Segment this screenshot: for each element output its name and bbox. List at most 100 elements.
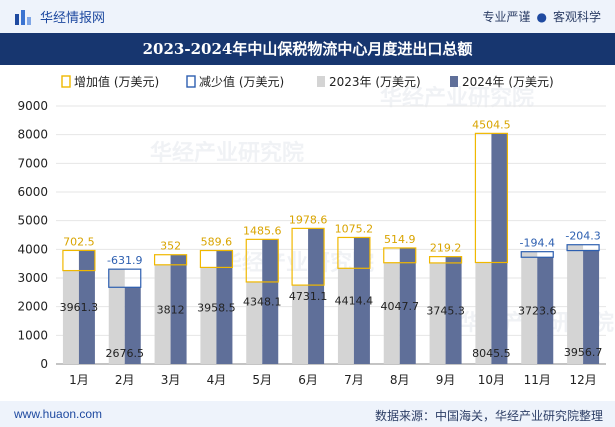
y-tick-label-8000: 8000 xyxy=(17,128,48,142)
delta-label-5: 1485.6 xyxy=(243,224,282,237)
bar-2024-3 xyxy=(170,254,187,364)
delta-label-11: -194.4 xyxy=(520,237,555,250)
increase-box-4 xyxy=(199,249,234,269)
delta-label-12: -204.3 xyxy=(565,230,600,243)
y-tick-label-4000: 4000 xyxy=(17,242,48,256)
bar-2023-8 xyxy=(383,262,400,364)
increase-box-10 xyxy=(474,132,509,264)
legend-swatch-y2023 xyxy=(317,76,325,87)
bar-2024-12 xyxy=(583,250,600,364)
legend-swatch-increase xyxy=(61,75,71,88)
bar-2024-5 xyxy=(262,239,279,364)
increase-box-3 xyxy=(153,254,188,266)
delta-label-10: 4504.5 xyxy=(472,118,511,131)
bar-2024-9 xyxy=(445,256,462,364)
legend-swatch-y2024 xyxy=(450,76,458,87)
value-label-2: 2676.5 xyxy=(106,347,145,360)
chart: 华经产业研究院华经产业研究院华经产业研究院华经产业研究院增加值 (万美元)减少值… xyxy=(17,74,614,387)
value-label-1: 3961.3 xyxy=(60,301,99,314)
bar-2024-8 xyxy=(399,247,416,364)
value-label-9: 3745.3 xyxy=(426,304,465,317)
footer-source: 数据来源：中国海关，华经产业研究院整理 xyxy=(374,409,603,423)
value-label-12: 3956.7 xyxy=(564,346,603,359)
y-tick-label-3000: 3000 xyxy=(17,271,48,285)
increase-box-5 xyxy=(245,238,279,283)
bar-2024-11 xyxy=(537,257,554,364)
increase-box-9 xyxy=(428,256,463,264)
x-tick-label-10: 10月 xyxy=(478,373,505,387)
y-tick-label-0: 0 xyxy=(40,357,48,371)
delta-label-4: 589.6 xyxy=(201,236,233,249)
legend-label-y2023: 2023年 (万美元) xyxy=(329,75,421,89)
footer: www.huaon.com 数据来源：中国海关，华经产业研究院整理 xyxy=(0,401,615,427)
y-tick-label-2000: 2000 xyxy=(17,300,48,314)
delta-label-6: 1978.6 xyxy=(289,213,328,226)
legend-label-decrease: 减少值 (万美元) xyxy=(199,74,284,89)
delta-label-8: 514.9 xyxy=(384,233,416,246)
watermark-0: 华经产业研究院 xyxy=(150,140,304,166)
y-tick-label-1000: 1000 xyxy=(17,328,48,342)
y-tick-label-9000: 9000 xyxy=(17,99,48,113)
value-label-11: 3723.6 xyxy=(518,305,557,318)
bar-2023-5 xyxy=(246,281,263,364)
x-tick-label-4: 4月 xyxy=(207,373,227,387)
bar-2023-10 xyxy=(475,262,492,364)
x-tick-label-6: 6月 xyxy=(298,373,318,387)
value-label-6: 4731.1 xyxy=(289,290,328,303)
bar-2023-6 xyxy=(292,285,309,364)
y-tick-label-5000: 5000 xyxy=(17,214,48,228)
increase-box-1 xyxy=(62,249,96,272)
bar-2023-1 xyxy=(62,270,79,364)
value-label-3: 3812 xyxy=(157,303,185,316)
brand-name: 华经情报网 xyxy=(40,11,106,26)
decrease-box-11 xyxy=(520,251,554,258)
value-label-10: 8045.5 xyxy=(472,347,511,360)
x-tick-label-12: 12月 xyxy=(569,373,596,387)
tagline-left: 专业严谨 xyxy=(482,10,531,24)
bar-2023-2 xyxy=(108,269,125,364)
brand-logo-icon xyxy=(15,9,31,25)
x-tick-label-11: 11月 xyxy=(524,373,551,387)
delta-label-7: 1075.2 xyxy=(335,222,374,235)
bar-2023-9 xyxy=(429,262,446,364)
value-label-5: 4348.1 xyxy=(243,296,282,309)
x-tick-label-3: 3月 xyxy=(161,373,181,387)
delta-label-3: 352 xyxy=(160,240,181,253)
delta-label-9: 219.2 xyxy=(430,242,462,255)
decrease-box-2 xyxy=(108,268,142,288)
value-label-8: 4047.7 xyxy=(381,300,420,313)
delta-label-1: 702.5 xyxy=(63,235,95,248)
decrease-box-12 xyxy=(566,244,600,252)
y-tick-label-7000: 7000 xyxy=(17,156,48,170)
x-tick-label-9: 9月 xyxy=(436,373,456,387)
bar-2023-7 xyxy=(337,268,354,364)
bar-2023-11 xyxy=(521,251,538,364)
bar-2023-3 xyxy=(154,264,171,364)
brand: 华经情报网 xyxy=(14,7,105,26)
x-tick-label-2: 2月 xyxy=(115,373,135,387)
x-tick-label-5: 5月 xyxy=(252,373,272,387)
x-tick-label-8: 8月 xyxy=(390,373,410,387)
increase-box-7 xyxy=(337,236,371,269)
bar-2024-4 xyxy=(216,250,233,364)
tagline-right: 客观科学 xyxy=(552,10,601,24)
bar-2023-4 xyxy=(200,267,217,364)
watermark-1: 华经产业研究院 xyxy=(380,85,534,111)
value-label-4: 3958.5 xyxy=(197,301,236,314)
bar-2024-7 xyxy=(353,237,370,364)
delta-label-2: -631.9 xyxy=(107,254,142,267)
bar-2023-12 xyxy=(567,244,584,364)
increase-box-8 xyxy=(383,247,417,264)
bar-2024-6 xyxy=(308,228,325,364)
legend-swatch-decrease xyxy=(186,75,196,88)
legend-label-increase: 增加值 (万美元) xyxy=(74,74,159,89)
top-bar: 华经情报网 专业严谨 ● 客观科学 xyxy=(0,0,615,33)
tagline: 专业严谨 ● 客观科学 xyxy=(482,8,601,25)
bar-2024-1 xyxy=(78,250,95,364)
legend-label-y2024: 2024年 (万美元) xyxy=(462,75,554,89)
increase-box-6 xyxy=(291,227,325,286)
x-tick-label-7: 7月 xyxy=(344,373,364,387)
chart-title: 2023-2024年中山保税物流中心月度进出口总额 xyxy=(0,33,615,65)
bullet-icon: ● xyxy=(536,9,547,24)
footer-site[interactable]: www.huaon.com xyxy=(14,407,103,421)
